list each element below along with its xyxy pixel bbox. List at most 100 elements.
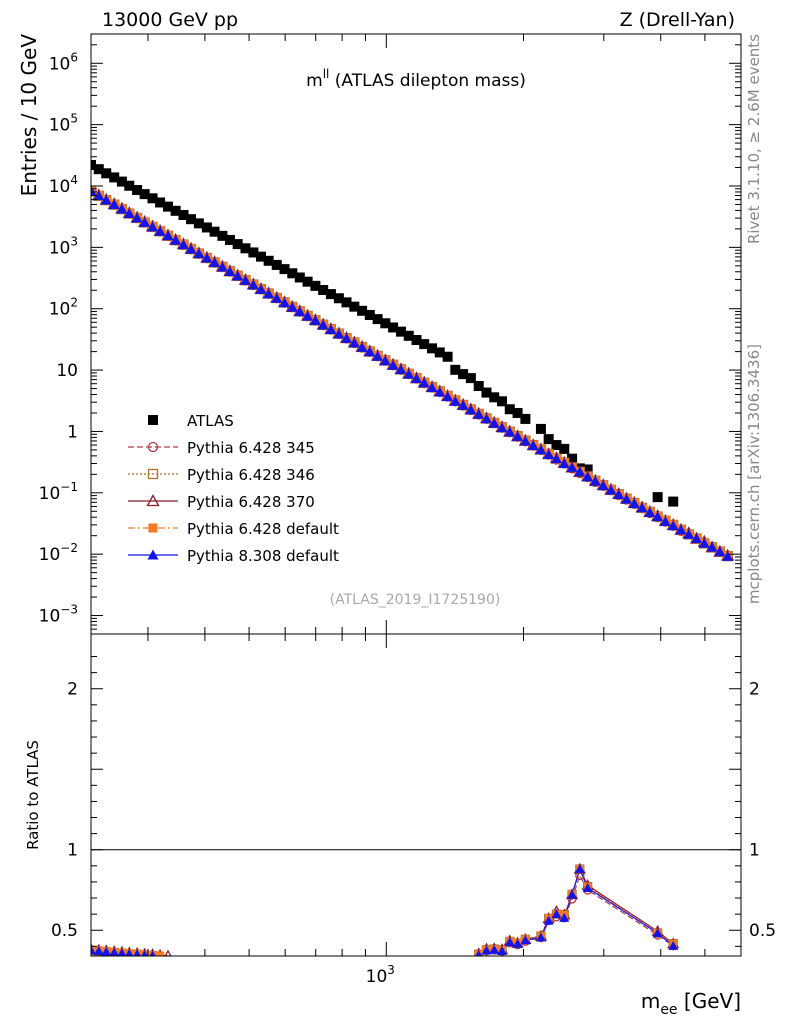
data-point-5-32	[333, 328, 345, 339]
data-point-5-58	[535, 444, 547, 455]
ratio-point-5-50	[475, 949, 483, 956]
data-point-5-27	[294, 306, 306, 317]
data-point-0-21	[248, 247, 259, 258]
ratio-axis-label: Ratio to ATLAS	[24, 740, 42, 850]
data-point-5-54	[504, 426, 516, 437]
ratio-point-5-5	[125, 948, 134, 956]
data-point-0-32	[333, 293, 344, 304]
data-point-5-65	[589, 475, 601, 486]
y-tick-label: 102	[49, 296, 78, 320]
ratio-point-5-56	[520, 935, 531, 945]
data-point-0-15	[201, 222, 212, 233]
data-point-5-60	[550, 453, 562, 464]
data-point-5-82	[722, 550, 734, 561]
data-point-5-59	[543, 449, 555, 460]
ratio-point-4-9	[156, 951, 165, 956]
ratio-point-5-2	[101, 946, 112, 956]
legend-marker-3	[146, 494, 160, 507]
legend-marker-5	[147, 549, 159, 560]
data-point-5-80	[706, 541, 718, 552]
data-point-0-40	[395, 326, 406, 337]
ratio-tick-label-right: 0.5	[749, 921, 776, 941]
data-point-5-26	[286, 301, 298, 312]
legend-label-3: Pythia 6.428 370	[187, 493, 315, 511]
data-point-5-50	[473, 408, 485, 419]
legend-label-5: Pythia 8.308 default	[187, 547, 339, 565]
data-point-0-8	[147, 193, 158, 204]
side-label-bottom: mcplots.cern.ch [arXiv:1306.3436]	[745, 344, 763, 604]
y-tick-label: 103	[49, 234, 78, 258]
data-point-5-72	[644, 506, 656, 517]
data-point-5-46	[442, 391, 454, 402]
data-point-0-25	[279, 264, 290, 275]
data-point-0-35	[357, 305, 368, 316]
data-point-5-78	[691, 533, 703, 544]
data-point-0-56	[520, 413, 531, 424]
data-point-0-10	[163, 201, 174, 212]
data-point-0-29	[310, 280, 321, 291]
ratio-point-5-53	[496, 946, 507, 956]
data-point-0-23	[263, 255, 274, 266]
main-frame	[90, 33, 742, 635]
analysis-tag: (ATLAS_2019_I1725190)	[330, 592, 501, 608]
data-point-5-35	[356, 341, 368, 352]
data-point-5-77	[683, 528, 695, 539]
ratio-series-points	[91, 862, 680, 956]
ratio-tick-label-right: 1	[749, 841, 760, 861]
data-point-5-56	[519, 435, 531, 446]
data-point-5-16	[209, 256, 221, 267]
data-point-5-43	[418, 377, 430, 388]
data-point-5-1	[93, 190, 105, 201]
data-point-0-11	[170, 205, 181, 216]
ratio-point-5-51	[481, 945, 492, 955]
data-point-0-41	[403, 330, 414, 341]
data-point-5-48	[457, 399, 469, 410]
data-point-5-20	[239, 274, 251, 285]
ratio-point-5-54	[504, 937, 515, 947]
data-point-0-73	[652, 492, 663, 503]
ratio-tick-label-right: 2	[749, 680, 760, 700]
data-point-5-64	[582, 471, 594, 482]
data-point-0-50	[473, 381, 484, 392]
main-series-points	[91, 159, 735, 562]
data-point-0-43	[419, 339, 430, 350]
data-point-0-12	[178, 209, 189, 220]
data-point-5-4	[116, 203, 128, 214]
data-point-0-45	[434, 347, 445, 358]
ratio-point-5-58	[535, 932, 546, 942]
legend: ATLAS Pythia 6.428 345 Pythia 6.428 346 Pyt…	[128, 412, 339, 565]
ratio-tick-label-left: 0.5	[51, 921, 78, 941]
data-point-0-58	[535, 423, 546, 434]
data-point-0-59	[543, 434, 554, 445]
data-point-5-37	[372, 350, 384, 361]
data-point-0-44	[427, 343, 438, 354]
data-point-0-51	[481, 387, 492, 398]
data-point-5-62	[566, 461, 578, 472]
data-point-5-30	[317, 319, 329, 330]
data-point-0-36	[364, 309, 375, 320]
data-point-5-22	[255, 283, 267, 294]
data-point-5-15	[201, 252, 213, 263]
data-point-5-2	[100, 194, 112, 205]
data-point-5-21	[247, 279, 259, 290]
data-point-0-17	[217, 230, 228, 241]
ratio-frame	[90, 633, 742, 957]
ratio-point-5-55	[512, 938, 523, 948]
data-point-0-31	[325, 289, 336, 300]
data-point-0-28	[302, 276, 313, 287]
data-point-5-12	[177, 239, 189, 250]
data-point-5-23	[263, 288, 275, 299]
data-point-0-60	[551, 440, 562, 451]
data-point-5-52	[488, 417, 500, 428]
data-point-0-0	[91, 159, 96, 170]
data-point-0-38	[380, 318, 391, 329]
legend-marker-1	[147, 441, 159, 453]
data-point-5-29	[309, 315, 321, 326]
data-point-0-53	[496, 396, 507, 407]
data-point-5-39	[387, 359, 399, 370]
data-point-5-10	[162, 230, 174, 241]
ratio-point-5-60	[551, 909, 562, 919]
side-label-top: Rivet 3.1.10, ≥ 2.6M events	[745, 34, 763, 244]
data-point-0-16	[209, 226, 220, 237]
